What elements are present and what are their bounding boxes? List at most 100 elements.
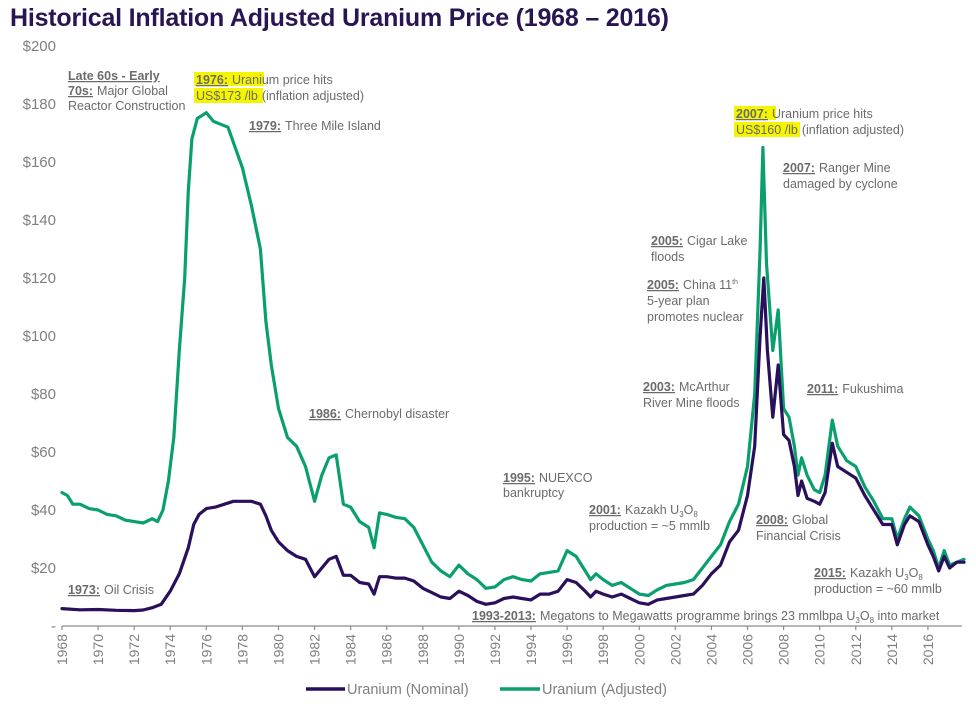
annotation-text: Kazakh U: [625, 503, 679, 517]
svg-text:US$160 /lb(inflation adjusted): US$160 /lb (inflation adjusted): [736, 123, 904, 137]
y-tick-label: $160: [23, 154, 56, 171]
series-line-adjusted: [60, 111, 966, 598]
x-tick-label: 2014: [884, 634, 900, 665]
annotation-year: 2008:: [756, 513, 788, 527]
annotation-text: damaged by cyclone: [783, 177, 898, 191]
annotation-text: 5-year plan: [647, 294, 710, 308]
annotation-text: Ranger Mine: [819, 161, 891, 175]
x-tick-label: 1984: [343, 634, 359, 665]
x-tick-label: 2008: [776, 634, 792, 665]
svg-text:2003:McArthur: 2003: McArthur: [643, 380, 730, 394]
svg-text:2005:China 11th: 2005: China 11th: [647, 278, 738, 292]
x-tick-label: 2012: [848, 634, 864, 665]
svg-text:2005:Cigar Lake: 2005: Cigar Lake: [651, 234, 747, 248]
y-tick-label: $80: [31, 386, 56, 403]
annotation-year: 2015:: [814, 566, 846, 580]
annotation-text: NUEXCO: [539, 471, 593, 485]
annotation-2005-china: 2005: China 11th 5-year plan promotes nuc…: [647, 278, 744, 324]
x-tick-label: 2004: [703, 634, 719, 665]
annotation-2008: 2008: Global Financial Crisis: [756, 513, 841, 543]
x-tick-label: 2002: [667, 634, 683, 665]
y-tick-label: $200: [23, 38, 56, 55]
x-tick-label: 1992: [487, 634, 503, 665]
svg-text:2007:Ranger Mine: 2007: Ranger Mine: [783, 161, 891, 175]
annotation-1976: 1976: Uranium price hits US$173 /lb (infla…: [194, 72, 364, 103]
annotation-text: Global: [792, 513, 828, 527]
x-tick-label: 1994: [523, 634, 539, 665]
chart-title: Historical Inflation Adjusted Uranium Pr…: [10, 4, 669, 32]
x-tick-label: 1990: [451, 634, 467, 665]
y-tick-label: $20: [31, 560, 56, 577]
svg-text:2015:Kazakh U3O8: 2015: Kazakh U3O8: [814, 566, 923, 582]
y-tick-label: $180: [23, 96, 56, 113]
annotation-text: production = ~60 mmlb: [814, 582, 942, 596]
y-tick-label: $120: [23, 270, 56, 287]
annotation-1979: 1979: Three Mile Island: [249, 119, 381, 133]
annotation-text: River Mine floods: [643, 396, 740, 410]
x-tick-label: 1972: [126, 634, 142, 665]
annotation-2005-cigar-lake: 2005: Cigar Lake floods: [651, 234, 747, 264]
annotation-late-60s: Late 60s - Early 70s: Major Global Reacto…: [68, 69, 185, 113]
annotation-year: 1979:: [249, 119, 281, 133]
annotation-year: 2007:: [736, 107, 768, 121]
annotation-year: 1976:: [196, 73, 228, 87]
annotation-year: 1986:: [309, 407, 341, 421]
annotation-text: bankruptcy: [503, 486, 565, 500]
x-tick-label: 1980: [270, 634, 286, 665]
y-axis: - $20 $40 $60 $80 $100 $120 $140 $160 $180 $200: [23, 38, 56, 635]
x-tick-label: 1986: [379, 634, 395, 665]
highlight-marker: [734, 106, 776, 120]
x-tick-label: 1982: [307, 634, 323, 665]
annotation-text: Megatons to Megawatts programme brings 2…: [540, 609, 855, 623]
annotation-2007-ranger: 2007: Ranger Mine damaged by cyclone: [783, 161, 898, 191]
svg-text:1993-2013:Megatons to Megawatt: 1993-2013: Megatons to Megawatts programm…: [472, 609, 940, 625]
x-tick-label: 2016: [920, 634, 936, 665]
x-tick-label: 1968: [54, 634, 70, 665]
x-tick-label: 1998: [595, 634, 611, 665]
x-tick-label: 2006: [740, 634, 756, 665]
annotation-text: (inflation adjusted): [262, 89, 364, 103]
annotation-text: production = ~5 mmlb: [589, 519, 710, 533]
y-tick-label: $100: [23, 328, 56, 345]
annotation-year: 2005:: [651, 234, 683, 248]
annotation-1986: 1986: Chernobyl disaster: [309, 407, 449, 421]
annotation-year: 2007:: [783, 161, 815, 175]
series-group: [60, 111, 966, 613]
x-tick-label: 2010: [812, 634, 828, 665]
annotations: Late 60s - Early 70s: Major Global Reacto…: [68, 69, 942, 625]
annotation-text: Chernobyl disaster: [345, 407, 449, 421]
x-tick-label: 1988: [415, 634, 431, 665]
annotation-text: Fukushima: [842, 382, 903, 396]
annotation-2007-price: 2007: Uranium price hits US$160 /lb (infla…: [734, 106, 904, 137]
annotation-text: Three Mile Island: [285, 119, 381, 133]
annotation-year: 2005:: [647, 278, 679, 292]
annotation-year: Late 60s - Early: [68, 69, 160, 83]
svg-text:1995:NUEXCO: 1995: NUEXCO: [503, 471, 593, 485]
svg-text:2007:Uranium price hits: 2007: Uranium price hits: [736, 107, 873, 121]
annotation-highlight: US$160 /lb: [736, 123, 798, 137]
highlight-marker: [194, 88, 263, 103]
y-tick-label: $140: [23, 212, 56, 229]
y-tick-label: $40: [31, 502, 56, 519]
annotation-year: 2011:: [807, 382, 838, 396]
annotation-year: 1993-2013:: [472, 609, 536, 623]
annotation-text: Financial Crisis: [756, 529, 841, 543]
legend-label-nominal: Uranium (Nominal): [347, 682, 469, 698]
annotation-text: Cigar Lake: [687, 234, 747, 248]
annotation-year: 1995:: [503, 471, 535, 485]
annotation-text: promotes nuclear: [647, 310, 744, 324]
annotation-text: Uranium price hits: [772, 107, 873, 121]
annotation-highlight: US$173 /lb: [196, 89, 258, 103]
x-tick-label: 1996: [559, 634, 575, 665]
svg-text:2001:Kazakh U3O8: 2001: Kazakh U3O8: [589, 503, 698, 519]
annotation-1995: 1995: NUEXCO bankruptcy: [503, 471, 593, 500]
annotation-text: (inflation adjusted): [802, 123, 904, 137]
annotation-2001: 2001: Kazakh U3O8 production = ~5 mmlb: [589, 503, 710, 533]
legend: Uranium (Nominal) Uranium (Adjusted): [306, 682, 667, 698]
x-tick-label: 1970: [90, 634, 106, 665]
svg-text:1976:Uranium price hits: 1976: Uranium price hits: [196, 73, 333, 87]
annotation-year: 2003:: [643, 380, 675, 394]
annotation-year: 70s:: [68, 84, 93, 98]
x-tick-label: 1974: [162, 634, 178, 665]
